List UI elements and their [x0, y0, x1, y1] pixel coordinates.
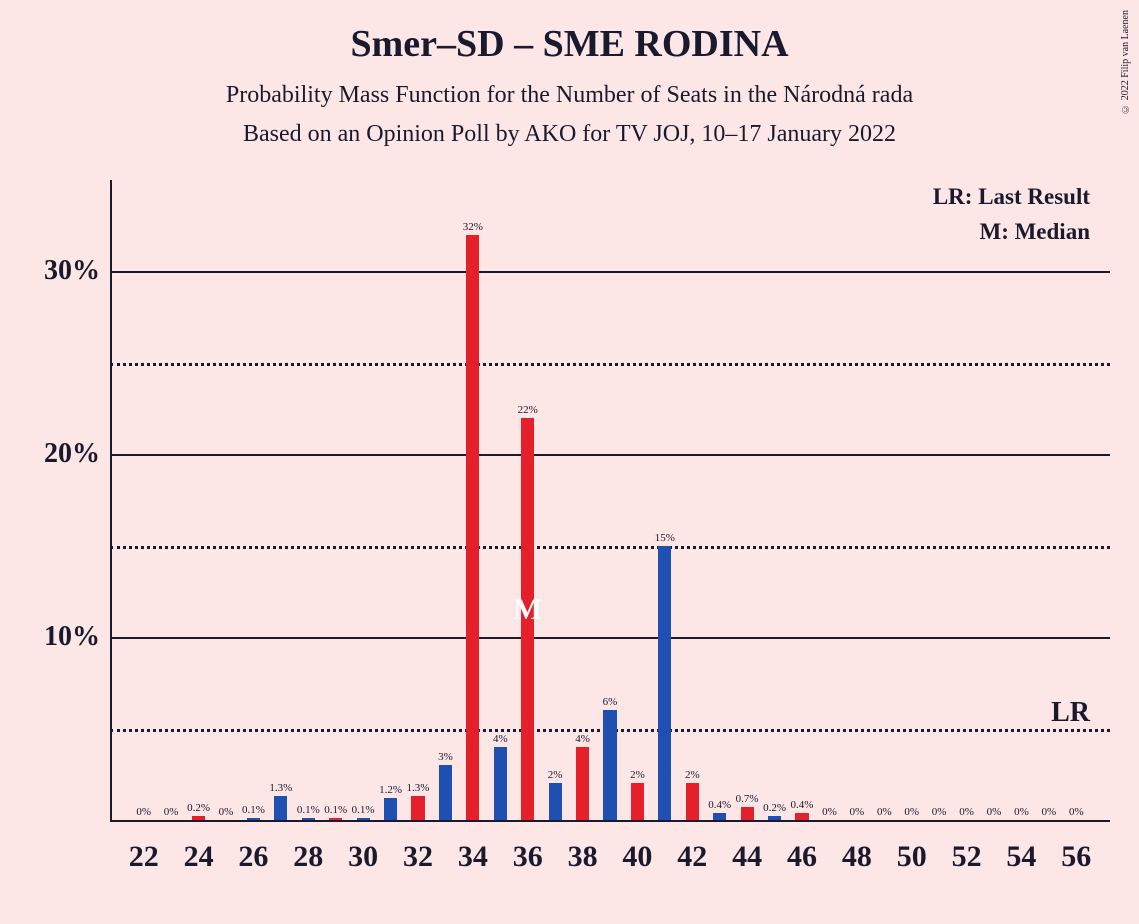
bar-value-label: 1.3%	[269, 782, 292, 794]
bar-value-label: 32%	[463, 221, 483, 233]
bar-value-label: 0.2%	[187, 802, 210, 814]
legend-lr: LR: Last Result	[933, 180, 1090, 215]
bar-value-label: 1.2%	[379, 784, 402, 796]
bar-value-label: 0%	[136, 806, 151, 818]
bar-value-label: 0%	[932, 806, 947, 818]
bar-value-label: 0.2%	[763, 802, 786, 814]
bar-value-label: 0%	[1042, 806, 1057, 818]
gridline-minor	[110, 363, 1110, 366]
bar-value-label: 3%	[438, 751, 453, 763]
bar	[411, 796, 424, 820]
bar-value-label: 0%	[1014, 806, 1029, 818]
gridline-minor	[110, 546, 1110, 549]
bar-value-label: 0%	[904, 806, 919, 818]
bar	[549, 783, 562, 820]
bar-value-label: 6%	[603, 696, 618, 708]
chart-subtitle-2: Based on an Opinion Poll by AKO for TV J…	[0, 109, 1139, 148]
bar-value-label: 0%	[1069, 806, 1084, 818]
bar	[494, 747, 507, 820]
bar	[247, 818, 260, 820]
x-tick-label: 30	[348, 840, 378, 874]
bar-value-label: 4%	[575, 733, 590, 745]
x-tick-label: 26	[238, 840, 268, 874]
bar	[384, 798, 397, 820]
bar-value-label: 4%	[493, 733, 508, 745]
bar	[274, 796, 287, 820]
bar	[768, 816, 781, 820]
bar	[603, 710, 616, 820]
bar-value-label: 0.4%	[791, 799, 814, 811]
bar	[302, 818, 315, 820]
bar-value-label: 0.4%	[708, 799, 731, 811]
bar-value-label: 15%	[655, 532, 675, 544]
x-tick-label: 52	[952, 840, 982, 874]
bar	[658, 546, 671, 820]
chart-plot-area: LR: Last Result M: Median 10%20%30% 0%0%…	[110, 180, 1110, 840]
bar	[329, 818, 342, 820]
x-tick-label: 40	[622, 840, 652, 874]
x-tick-label: 54	[1006, 840, 1036, 874]
bar	[357, 818, 370, 820]
bar-value-label: 22%	[518, 404, 538, 416]
bar-value-label: 0%	[164, 806, 179, 818]
x-tick-label: 44	[732, 840, 762, 874]
gridline-major	[110, 271, 1110, 273]
bar	[686, 783, 699, 820]
bar-value-label: 0%	[219, 806, 234, 818]
x-tick-label: 46	[787, 840, 817, 874]
bar-value-label: 0.1%	[297, 804, 320, 816]
y-axis	[110, 180, 112, 820]
bar	[713, 813, 726, 820]
bar-value-label: 2%	[685, 769, 700, 781]
bar-value-label: 2%	[548, 769, 563, 781]
x-tick-label: 36	[513, 840, 543, 874]
bar	[741, 807, 754, 820]
bar-value-label: 0%	[877, 806, 892, 818]
x-tick-label: 34	[458, 840, 488, 874]
x-tick-label: 32	[403, 840, 433, 874]
bar-value-label: 0%	[987, 806, 1002, 818]
x-tick-label: 50	[897, 840, 927, 874]
x-tick-label: 56	[1061, 840, 1091, 874]
bar-value-label: 0%	[959, 806, 974, 818]
bar	[631, 783, 644, 820]
x-tick-label: 24	[184, 840, 214, 874]
x-tick-label: 22	[129, 840, 159, 874]
lr-axis-label: LR	[1051, 697, 1090, 729]
gridline-major	[110, 454, 1110, 456]
x-tick-label: 42	[677, 840, 707, 874]
chart-title: Smer–SD – SME RODINA	[0, 0, 1139, 66]
bar-value-label: 0%	[822, 806, 837, 818]
bar	[439, 765, 452, 820]
bar	[192, 816, 205, 820]
median-marker: M	[514, 593, 542, 627]
x-tick-labels: 22 24 26 28 30 32 34 36 38 40 42 44 46 48 50 52 54 56	[110, 840, 1110, 880]
bar-value-label: 1.3%	[407, 782, 430, 794]
y-tick-label: 30%	[44, 255, 100, 287]
x-tick-label: 48	[842, 840, 872, 874]
bar-value-label: 0.7%	[736, 793, 759, 805]
bar	[576, 747, 589, 820]
copyright-text: © 2022 Filip van Laenen	[1120, 10, 1131, 114]
x-tick-label: 38	[568, 840, 598, 874]
bar	[466, 235, 479, 820]
bar-value-label: 0.1%	[242, 804, 265, 816]
legend-m: M: Median	[933, 215, 1090, 250]
chart-subtitle-1: Probability Mass Function for the Number…	[0, 66, 1139, 109]
y-tick-label: 10%	[44, 621, 100, 653]
bar	[795, 813, 808, 820]
y-tick-label: 20%	[44, 438, 100, 470]
bar-value-label: 2%	[630, 769, 645, 781]
bar-value-label: 0.1%	[324, 804, 347, 816]
chart-legend: LR: Last Result M: Median	[933, 180, 1090, 249]
x-axis	[110, 820, 1110, 822]
gridline-major	[110, 637, 1110, 639]
chart-container: © 2022 Filip van Laenen Smer–SD – SME RO…	[0, 0, 1139, 924]
bar-value-label: 0%	[850, 806, 865, 818]
bar-value-label: 0.1%	[352, 804, 375, 816]
x-tick-label: 28	[293, 840, 323, 874]
